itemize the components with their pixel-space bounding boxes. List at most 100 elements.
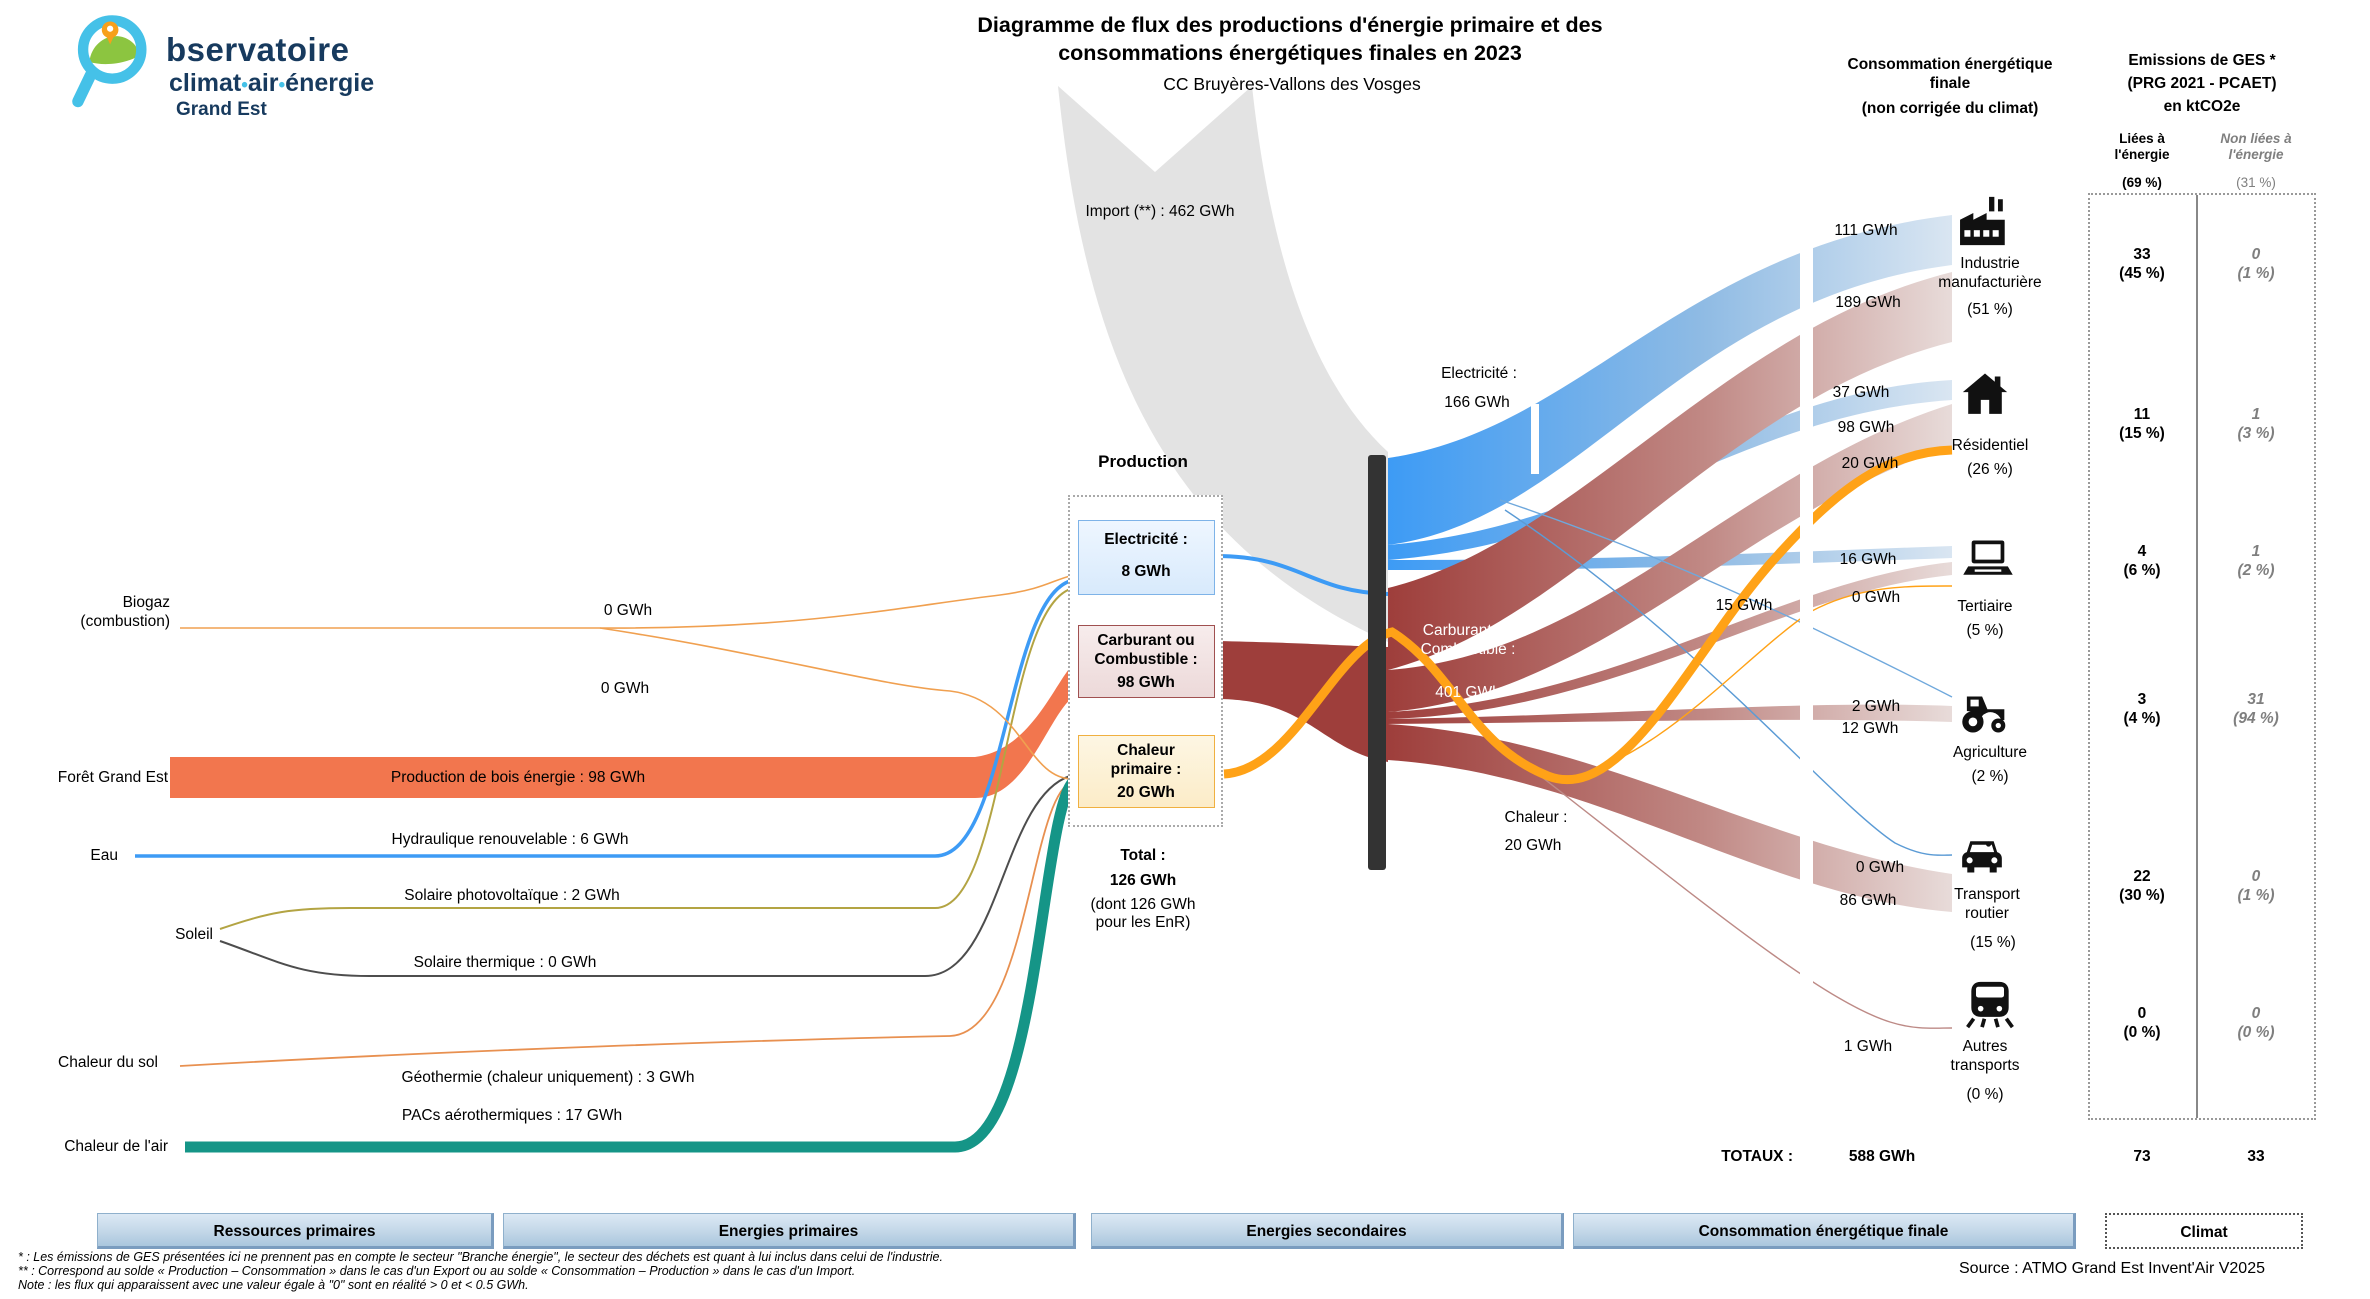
production-chaleur-label: Chaleur primaire : <box>1110 742 1182 778</box>
logo-tagline: climat•air•énergie <box>169 69 375 97</box>
ges-col2-header: Non liées à l'énergie <box>2220 131 2292 163</box>
page-title-line2: consommations énergétiques finales en 20… <box>1058 41 1522 65</box>
ges-header-l1: Emissions de GES * <box>2128 52 2276 69</box>
ges-tertiaire-ne: 1 (2 %) <box>2237 543 2275 579</box>
category-energies-secondaires: Energies secondaires <box>1091 1213 1564 1249</box>
source-foret: Forêt Grand Est <box>57 769 168 786</box>
logo: bservatoire climat•air•énergie Grand Est <box>70 8 490 123</box>
secondary-elec-label: Electricité : <box>1441 365 1517 382</box>
ges-tertiaire-e: 4 (6 %) <box>2123 543 2161 579</box>
dot-icon: • <box>241 75 248 96</box>
laptop-icon <box>1963 540 2013 575</box>
magnifier-logo-icon <box>72 15 147 108</box>
totaux-label: TOTAUX : <box>1721 1148 1793 1165</box>
source-soleil: Soleil <box>175 926 213 943</box>
flow-elec-transport-0 <box>1504 509 1953 856</box>
category-climat: Climat <box>2105 1213 2303 1249</box>
production-box-electricite <box>1078 520 1215 595</box>
flow-pacs-band <box>185 775 1080 1153</box>
secondary-chaleur-label: Chaleur : <box>1504 809 1568 826</box>
flow-biogaz-elec-line <box>180 574 1075 629</box>
totaux-ges-e: 73 <box>2133 1148 2151 1165</box>
source-biogaz: Biogaz (combustion) <box>80 594 170 630</box>
ges-header-l3: en ktCO2e <box>2163 98 2241 115</box>
flow-label-geothermie: Géothermie (chaleur uniquement) : 3 GWh <box>401 1069 695 1086</box>
sector-tertiaire-label: Tertiaire <box>1957 598 2013 615</box>
production-chaleur-value: 20 GWh <box>1117 784 1175 801</box>
sector-autres-pct: (0 %) <box>1966 1086 2004 1103</box>
ges-transport-e: 22 (30 %) <box>2119 868 2165 904</box>
car-icon <box>1962 841 2002 873</box>
ges-industrie-ne: 0 (1 %) <box>2237 246 2275 282</box>
flow-label-bois: Production de bois énergie : 98 GWh <box>390 769 646 786</box>
flow-label-autres-carb: 1 GWh <box>1843 1038 1893 1055</box>
ges-col2-pct: (31 %) <box>2236 175 2276 190</box>
category-energies-primaires: Energies primaires <box>503 1213 1076 1249</box>
totaux-energy: 588 GWh <box>1848 1148 1916 1165</box>
sector-agriculture-pct: (2 %) <box>1971 768 2009 785</box>
flow-label-tertiaire-carb: 15 GWh <box>1715 597 1773 614</box>
flow-label-pacs: PACs aérothermiques : 17 GWh <box>401 1107 623 1124</box>
flow-chaleur-residentiel-20 <box>1223 445 1953 785</box>
sector-agriculture-label: Agriculture <box>1952 744 2028 761</box>
totaux-ges-ne: 33 <box>2247 1148 2265 1165</box>
flow-bois-band <box>170 660 1078 798</box>
ges-table-divider <box>2196 195 2198 1118</box>
flow-elec-8-line <box>1215 554 1389 596</box>
ges-autres-e: 0 (0 %) <box>2123 1005 2161 1041</box>
footnote-2: ** : Correspond au solde « Production – … <box>18 1264 856 1278</box>
sector-transport-label: Transport routier <box>1954 886 2020 922</box>
sector-autres-label: Autres transports <box>1950 1038 2020 1074</box>
production-total-label: Total : <box>1120 847 1166 864</box>
flow-thermique-line <box>219 775 1071 977</box>
node-gap-main <box>1800 200 1813 1065</box>
ges-autres-ne: 0 (0 %) <box>2237 1005 2275 1041</box>
source-eau: Eau <box>90 847 118 864</box>
flow-label-biogaz-elec: 0 GWh <box>603 602 653 619</box>
secondary-carb-value: 401 GWh <box>1435 684 1501 701</box>
flow-hydraulique-line <box>135 578 1075 858</box>
flow-label-agriculture-elec: 2 GWh <box>1851 698 1901 715</box>
source-credit: Source : ATMO Grand Est Invent'Air V2025 <box>1958 1260 2266 1277</box>
flow-biogaz-chaleur-line <box>599 627 1073 780</box>
flow-label-thermique: Solaire thermique : 0 GWh <box>413 954 597 971</box>
ges-agriculture-e: 3 (4 %) <box>2123 691 2161 727</box>
category-consommation-finale: Consommation énergétique finale <box>1573 1213 2076 1249</box>
consumption-header: Consommation énergétique finale <box>1847 56 2053 92</box>
footnote-1: * : Les émissions de GES présentées ici … <box>18 1250 943 1264</box>
page-subtitle: CC Bruyères-Vallons des Vosges <box>1163 74 1421 94</box>
flow-import-band <box>1058 86 1388 642</box>
flow-pv-line <box>219 587 1075 930</box>
production-electricite-value: 8 GWh <box>1121 563 1171 580</box>
production-total-value: 126 GWh <box>1109 872 1177 889</box>
production-carburant-value: 98 GWh <box>1117 674 1175 691</box>
source-chaleur-sol: Chaleur du sol <box>58 1054 158 1071</box>
sector-transport-pct: (15 %) <box>1970 934 2016 951</box>
flow-label-import: Import (**) : 462 GWh <box>1085 203 1235 220</box>
ges-residentiel-ne: 1 (3 %) <box>2237 406 2275 442</box>
conversion-bar <box>1368 455 1386 870</box>
footnote-3: Note : les flux qui apparaissent avec un… <box>18 1278 529 1292</box>
flow-label-biogaz-chaleur: 0 GWh <box>600 680 650 697</box>
production-total-note2: pour les EnR) <box>1095 914 1191 931</box>
sector-industrie-pct: (51 %) <box>1967 301 2013 318</box>
flow-label-transport-elec: 0 GWh <box>1855 859 1905 876</box>
flow-chaleur-tertiaire-0 <box>1559 585 1953 781</box>
category-ressources-primaires: Ressources primaires <box>97 1213 494 1249</box>
sector-industrie-label: Industrie manufacturière <box>1938 255 2042 291</box>
flow-label-residentiel-carb: 98 GWh <box>1837 419 1895 436</box>
sector-tertiaire-pct: (5 %) <box>1966 622 2004 639</box>
logo-title: bservatoire <box>166 31 350 68</box>
flow-carb-98-band <box>1216 641 1388 762</box>
production-box-carburant <box>1078 625 1215 698</box>
node-gap-elec <box>1531 404 1539 474</box>
factory-icon <box>1960 196 2005 246</box>
flow-geothermie-line <box>179 781 1073 1067</box>
ges-agriculture-ne: 31 (94 %) <box>2233 691 2279 727</box>
production-carburant-label: Carburant ou Combustible : <box>1094 632 1198 668</box>
source-chaleur-air: Chaleur de l'air <box>64 1138 168 1155</box>
flow-label-pv: Solaire photovoltaïque : 2 GWh <box>404 887 620 904</box>
secondary-carb-label: Carburant ou Combustible : <box>1420 622 1516 658</box>
flow-label-agriculture-carb: 12 GWh <box>1841 720 1899 737</box>
